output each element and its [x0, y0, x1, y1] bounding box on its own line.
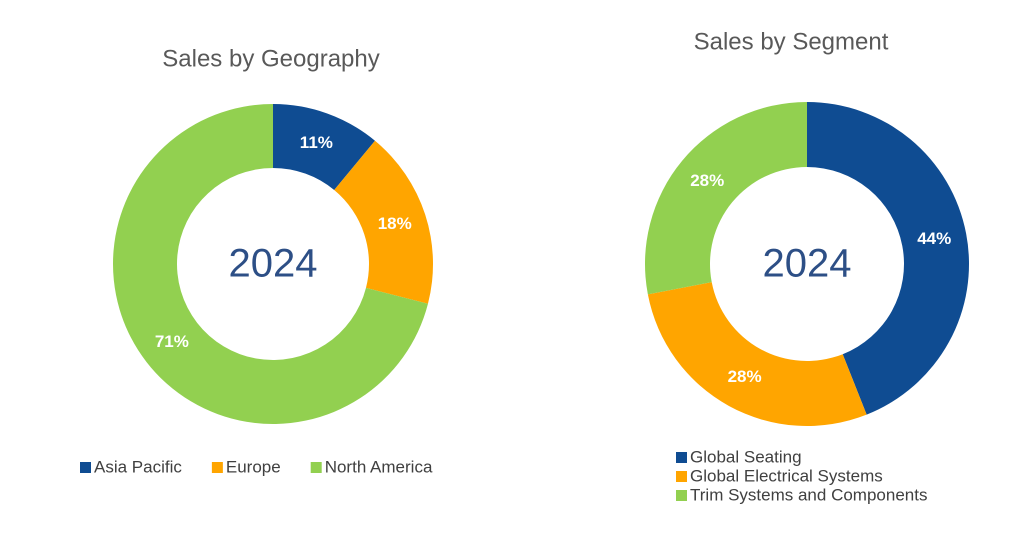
slice-label: 11%: [300, 133, 333, 152]
legend-swatch: [211, 462, 223, 473]
donut-slice: [273, 104, 375, 191]
slice-label: 44%: [917, 229, 951, 248]
legend-label: Asia Pacific: [94, 457, 182, 476]
legend-label: North America: [325, 457, 433, 476]
donut-slice: [807, 102, 969, 415]
legend-swatch: [80, 462, 91, 473]
legend-label: Global Seating: [690, 447, 802, 466]
slice-label: 71%: [155, 332, 189, 351]
donut-slice: [645, 102, 807, 295]
legend-swatch: [310, 462, 322, 473]
center-label: 2024: [763, 242, 852, 286]
chart-title: Sales by Segment: [694, 28, 889, 55]
chart-title: Sales by Geography: [162, 45, 379, 72]
legend-swatch: [676, 471, 687, 482]
legend-swatch: [676, 452, 687, 463]
legend-swatch: [676, 490, 687, 501]
legend-label: Trim Systems and Components: [690, 485, 927, 504]
donut-slice: [334, 140, 433, 304]
slice-label: 28%: [690, 171, 724, 190]
legend-label: Global Electrical Systems: [690, 466, 883, 485]
center-label: 2024: [229, 242, 318, 286]
donut-slice: [647, 282, 867, 426]
slice-label: 28%: [728, 367, 762, 386]
slice-label: 18%: [378, 214, 412, 233]
legend-label: Europe: [226, 457, 281, 476]
donut-slice: [112, 104, 428, 424]
